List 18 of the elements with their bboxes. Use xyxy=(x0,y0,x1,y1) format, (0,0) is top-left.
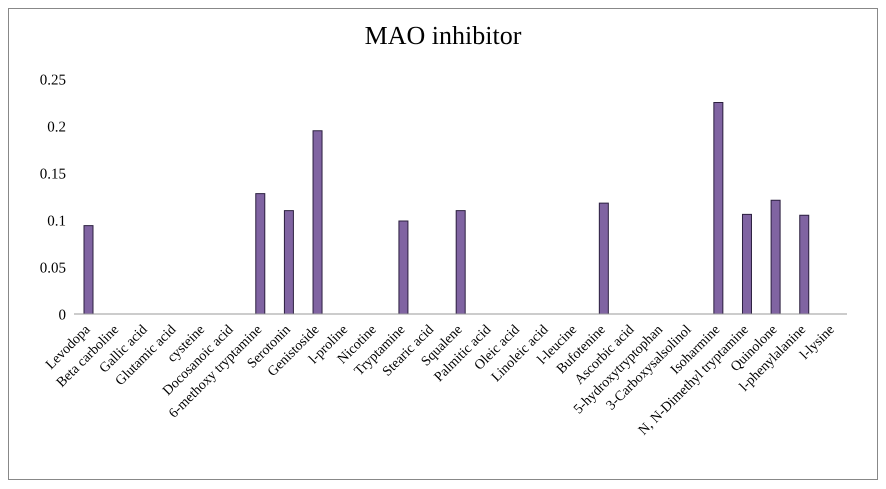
y-tick-label: 0 xyxy=(58,307,66,324)
chart-title: MAO inhibitor xyxy=(364,21,522,51)
bar xyxy=(456,210,466,314)
y-tick-label: 0.05 xyxy=(40,260,66,276)
bar xyxy=(312,130,323,314)
bar xyxy=(799,214,810,314)
y-tick-label: 0.2 xyxy=(47,119,66,136)
y-tick-label: 0.15 xyxy=(40,166,66,182)
bar xyxy=(284,210,294,314)
bar xyxy=(770,200,781,314)
bar xyxy=(255,193,266,314)
y-tick-label: 0.1 xyxy=(47,213,66,230)
bar xyxy=(742,214,752,314)
bar xyxy=(598,202,609,314)
bar xyxy=(713,102,724,314)
bar xyxy=(84,225,94,314)
bar xyxy=(398,220,408,314)
y-tick-label: 0.25 xyxy=(40,72,66,88)
